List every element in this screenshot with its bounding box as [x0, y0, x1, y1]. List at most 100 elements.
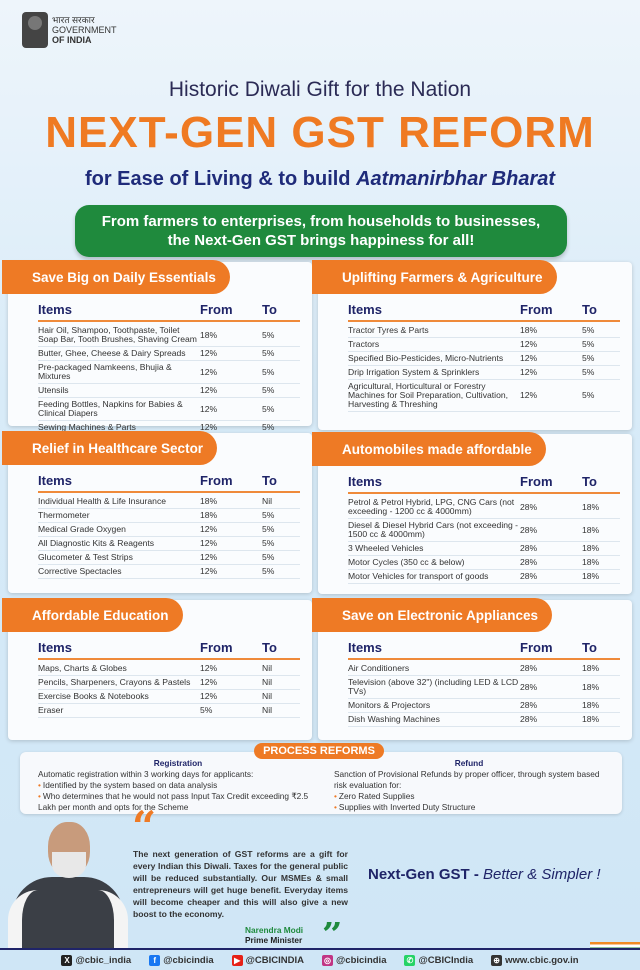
government-of-india-logo: भारत सरकार GOVERNMENT OF INDIA [22, 12, 117, 48]
rate-to: 5% [262, 403, 275, 414]
table-row: Butter, Ghee, Cheese & Dairy Spreads 12% 5… [38, 347, 300, 361]
col-from: From [200, 640, 233, 655]
table-row: Feeding Bottles, Napkins for Babies & Cl… [38, 398, 300, 421]
table-row: Dish Washing Machines 28% 18% [348, 713, 620, 727]
refund-bullet: Zero Rated Supplies [334, 791, 604, 802]
item-name: Motor Vehicles for transport of goods [348, 571, 489, 581]
instagram-icon: ◎ [322, 954, 334, 966]
item-name: All Diagnostic Kits & Reagents [38, 538, 155, 548]
social-handle: @CBICINDIA [245, 954, 305, 966]
rate-from: 12% [200, 385, 218, 395]
rate-to: 18% [582, 663, 600, 673]
col-to: To [262, 640, 277, 655]
social-handle: @CBICIndia [418, 954, 474, 966]
rate-from: 12% [200, 663, 218, 673]
rate-from: 28% [520, 557, 538, 567]
rate-to: Nil [262, 705, 273, 715]
col-from: From [520, 474, 553, 489]
rate-from: 12% [520, 390, 538, 400]
social-link[interactable]: f @cbicindia [149, 954, 214, 966]
gst-card: Save Big on Daily Essentials Items From To… [2, 260, 312, 435]
col-from: From [200, 302, 233, 317]
rate-to: Nil [262, 691, 273, 701]
item-name: Medical Grade Oxygen [38, 524, 126, 534]
rate-to: 5% [262, 366, 275, 377]
gst-card: Automobiles made affordable Items From To P… [312, 432, 632, 594]
rate-to: 18% [582, 557, 600, 567]
col-items: Items [348, 474, 382, 489]
gov-line2: OF INDIA [52, 35, 92, 45]
rate-from: 12% [200, 524, 218, 534]
item-name: Pencils, Sharpeners, Crayons & Pastels [38, 677, 191, 687]
item-name: Utensils [38, 385, 69, 395]
rate-from: 12% [200, 552, 218, 562]
social-link[interactable]: ▶ @CBICINDIA [231, 954, 305, 966]
rate-from: 12% [200, 366, 218, 377]
table-row: Medical Grade Oxygen 12% 5% [38, 523, 300, 537]
registration-intro: Automatic registration within 3 working … [38, 769, 254, 779]
social-link[interactable]: ⊕ www.cbic.gov.in [491, 954, 579, 966]
rate-from: 12% [200, 422, 218, 432]
subtitle-prefix: for Ease of Living & to build [84, 168, 357, 190]
item-name: Feeding Bottles, Napkins for Babies & Cl… [38, 399, 183, 418]
col-to: To [582, 302, 597, 317]
gst-card: Affordable Education Items From To Maps, Ch… [2, 598, 312, 740]
rate-from: 12% [200, 566, 218, 576]
rate-from: 28% [520, 501, 538, 512]
social-handle: @cbicindia [163, 954, 214, 966]
table-row: Individual Health & Life Insurance 18% Nil [38, 495, 300, 509]
registration-column: Registration Automatic registration with… [38, 758, 318, 813]
green-banner: From farmers to enterprises, from househ… [75, 205, 567, 257]
refund-bullet: Supplies with Inverted Duty Structure [334, 802, 604, 813]
social-footer: X @cbic_india f @cbicindia ▶ @CBICINDIA ◎ @cbic… [0, 948, 640, 970]
social-handle: @cbicindia [336, 954, 387, 966]
rate-from: 12% [520, 353, 538, 363]
item-name: Maps, Charts & Globes [38, 663, 127, 673]
item-name: Corrective Spectacles [38, 566, 122, 576]
rate-from: 28% [520, 700, 538, 710]
subtitle-italic: Aatmanirbhar Bharat [356, 168, 556, 190]
rate-to: 5% [262, 524, 275, 534]
table-row: Eraser 5% Nil [38, 704, 300, 718]
table-row: Motor Vehicles for transport of goods 28%… [348, 570, 620, 584]
rate-to: 5% [582, 325, 595, 335]
social-link[interactable]: ◎ @cbicindia [322, 954, 387, 966]
table-row: Television (above 32") (including LED & … [348, 676, 620, 699]
rate-from: 18% [200, 496, 218, 506]
social-link[interactable]: ✆ @CBICIndia [404, 954, 474, 966]
rate-to: 5% [582, 367, 595, 377]
registration-bullet: Who determines that he would not pass In… [38, 791, 318, 813]
item-name: Motor Cycles (350 cc & below) [348, 557, 465, 567]
rate-to: 5% [582, 390, 595, 400]
rate-to: 18% [582, 571, 600, 581]
tricolor-ribbon [590, 942, 640, 950]
rate-to: Nil [262, 663, 273, 673]
social-handle: www.cbic.gov.in [505, 954, 579, 966]
table-row: Diesel & Diesel Hybrid Cars (not exceedi… [348, 519, 620, 542]
table-row: Glucometer & Test Strips 12% 5% [38, 551, 300, 565]
headline-small: Historic Diwali Gift for the Nation [168, 78, 472, 101]
refund-heading: Refund [454, 758, 484, 768]
table-header: Items From To [38, 640, 300, 660]
facebook-icon: f [149, 954, 161, 966]
open-quote-icon: “ [132, 802, 157, 851]
quote-attribution: Narendra Modi Prime Minister [245, 925, 303, 945]
rate-from: 18% [200, 329, 218, 340]
rate-from: 12% [200, 348, 218, 358]
table-row: Exercise Books & Notebooks 12% Nil [38, 690, 300, 704]
table-row: Thermometer 18% 5% [38, 509, 300, 523]
table-row: Tractor Tyres & Parts 18% 5% [348, 324, 620, 338]
table-row: Utensils 12% 5% [38, 384, 300, 398]
rate-from: 12% [520, 367, 538, 377]
rate-to: 18% [582, 501, 600, 512]
table-row: Pencils, Sharpeners, Crayons & Pastels 12… [38, 676, 300, 690]
item-name: Diesel & Diesel Hybrid Cars (not exceedi… [348, 520, 519, 539]
col-to: To [582, 474, 597, 489]
table-header: Items From To [348, 640, 620, 660]
social-link[interactable]: X @cbic_india [61, 954, 131, 966]
table-row: Maps, Charts & Globes 12% Nil [38, 662, 300, 676]
refund-column: Refund Sanction of Provisional Refunds b… [334, 758, 604, 813]
national-emblem-icon [22, 12, 48, 48]
gov-line1: GOVERNMENT [52, 25, 117, 35]
item-name: Thermometer [38, 510, 90, 520]
